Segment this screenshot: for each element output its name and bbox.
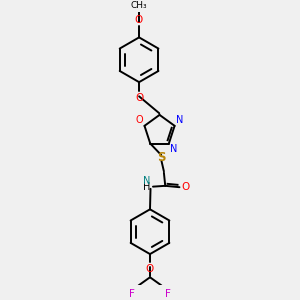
- Text: O: O: [136, 92, 144, 103]
- Text: S: S: [158, 151, 166, 164]
- Text: CH₃: CH₃: [131, 1, 147, 10]
- Text: O: O: [146, 264, 154, 274]
- Text: F: F: [165, 289, 171, 299]
- Text: O: O: [182, 182, 190, 192]
- Text: N: N: [170, 144, 178, 154]
- Text: N: N: [176, 115, 183, 125]
- Text: F: F: [129, 289, 135, 299]
- Text: H: H: [143, 182, 150, 192]
- Text: O: O: [136, 115, 143, 125]
- Text: O: O: [135, 15, 143, 26]
- Text: N: N: [142, 176, 150, 186]
